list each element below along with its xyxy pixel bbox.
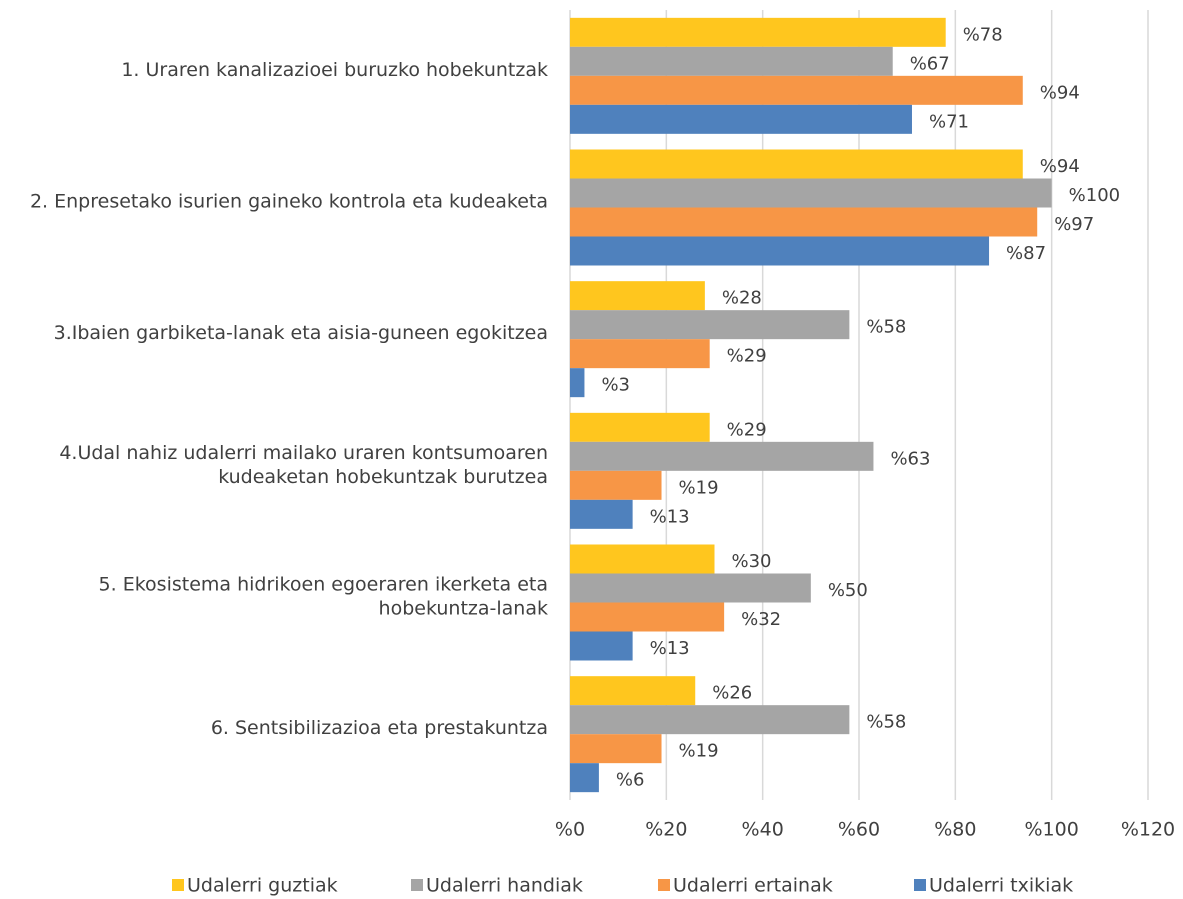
value-label: %100 [1069,185,1120,206]
value-label: %3 [601,375,630,396]
value-label: %26 [712,683,752,704]
legend-swatch [658,879,670,891]
category-label: 4.Udal nahiz udalerri mailako uraren kon… [59,441,548,487]
category-label-line: 2. Enpresetako isurien gaineko kontrola … [30,190,548,212]
bar [570,310,850,340]
x-tick-label: %80 [934,819,976,841]
value-label: %29 [727,419,767,440]
value-label: %58 [866,712,906,733]
bar [570,631,633,661]
bar [570,734,662,764]
value-label: %71 [929,111,969,132]
value-label: %19 [679,741,719,762]
value-label: %50 [828,580,868,601]
value-label: %32 [741,609,781,630]
bar [570,104,912,134]
category-label-line: 4.Udal nahiz udalerri mailako uraren kon… [59,441,548,463]
value-label: %58 [866,317,906,338]
category-label: 2. Enpresetako isurien gaineko kontrola … [30,190,548,212]
bar [570,499,633,529]
bar [570,573,811,603]
x-tick-label: %0 [555,819,585,841]
value-label: %94 [1040,156,1080,177]
legend-swatch [172,879,184,891]
category-label-line: 1. Uraren kanalizazioei buruzko hobekunt… [121,58,548,80]
x-tick-label: %100 [1025,819,1079,841]
value-label: %30 [732,551,772,572]
legend-label: Udalerri guztiak [187,875,338,897]
bar [570,236,990,266]
bar [570,763,599,793]
category-label: 1. Uraren kanalizazioei buruzko hobekunt… [121,58,548,80]
category-label-line: hobekuntza-lanak [379,597,548,619]
value-label: %29 [727,346,767,367]
legend-label: Udalerri handiak [426,875,583,897]
bar [570,441,874,471]
bar [570,412,710,442]
value-label: %78 [963,24,1003,45]
value-label: %19 [679,477,719,498]
bar [570,178,1052,208]
value-label: %13 [650,506,690,527]
bar [570,281,705,311]
category-label: 6. Sentsibilizazioa eta prestakuntza [211,717,548,739]
value-label: %97 [1054,214,1094,235]
value-label: %13 [650,638,690,659]
legend-label: Udalerri ertainak [673,875,833,897]
bar [570,470,662,500]
x-tick-label: %60 [838,819,880,841]
category-label-line: 6. Sentsibilizazioa eta prestakuntza [211,717,548,739]
category-label-line: kudeaketan hobekuntzak burutzea [218,465,548,487]
legend-label: Udalerri txikiak [929,875,1073,897]
value-label: %63 [890,448,930,469]
value-label: %67 [910,53,950,74]
value-label: %94 [1040,82,1080,103]
x-tick-label: %40 [742,819,784,841]
bar [570,368,585,398]
bar [570,149,1023,179]
category-label: 3.Ibaien garbiketa-lanak eta aisia-gunee… [54,322,548,344]
bar [570,339,710,369]
value-label: %28 [722,288,762,309]
bar [570,676,696,706]
category-label-line: 3.Ibaien garbiketa-lanak eta aisia-gunee… [54,322,548,344]
value-label: %87 [1006,243,1046,264]
bar [570,544,715,574]
x-tick-label: %120 [1121,819,1175,841]
value-label: %6 [616,770,645,791]
bar [570,602,725,632]
legend-swatch [411,879,423,891]
category-label-line: 5. Ekosistema hidrikoen egoeraren ikerke… [99,573,548,595]
bar [570,705,850,735]
legend-swatch [914,879,926,891]
category-label: 5. Ekosistema hidrikoen egoeraren ikerke… [99,573,548,619]
bar [570,75,1023,105]
bar [570,17,946,47]
x-tick-label: %20 [645,819,687,841]
bar [570,46,893,76]
bar [570,207,1038,237]
